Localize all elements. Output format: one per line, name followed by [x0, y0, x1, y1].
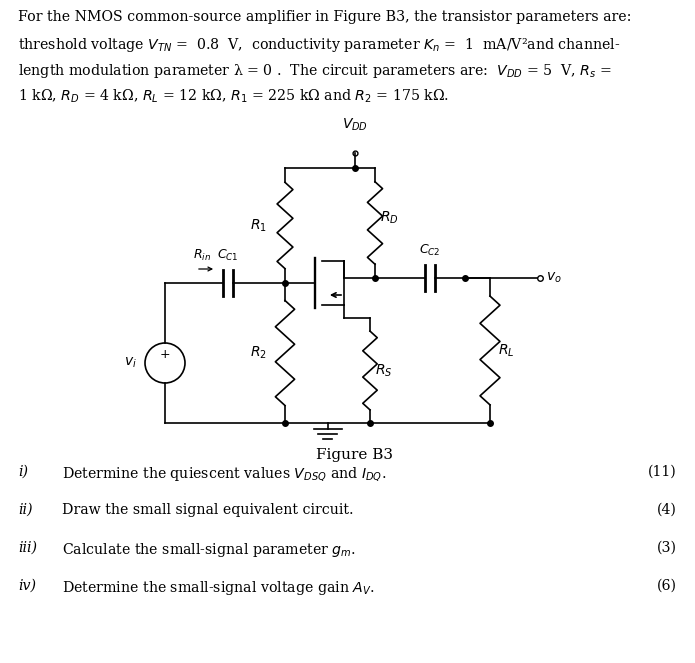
- Text: Figure B3: Figure B3: [316, 448, 393, 462]
- Text: $R_1$: $R_1$: [250, 217, 267, 233]
- Text: $V_{DD}$: $V_{DD}$: [342, 117, 368, 133]
- Text: $C_{C1}$: $C_{C1}$: [218, 248, 239, 263]
- Text: (4): (4): [657, 503, 677, 517]
- Text: +: +: [160, 349, 170, 361]
- Text: $R_L$: $R_L$: [498, 342, 514, 359]
- Text: $v_o$: $v_o$: [546, 271, 562, 285]
- Text: length modulation parameter λ = 0 .  The circuit parameters are:  $V_{DD}$ = 5  : length modulation parameter λ = 0 . The …: [18, 62, 612, 80]
- Text: ii): ii): [18, 503, 33, 517]
- Text: 1 kΩ, $R_D$ = 4 kΩ, $R_L$ = 12 kΩ, $R_1$ = 225 kΩ and $R_2$ = 175 kΩ.: 1 kΩ, $R_D$ = 4 kΩ, $R_L$ = 12 kΩ, $R_1$…: [18, 88, 449, 105]
- Text: (3): (3): [657, 541, 677, 555]
- Text: (11): (11): [648, 465, 677, 479]
- Text: Calculate the small-signal parameter $g_m$.: Calculate the small-signal parameter $g_…: [62, 541, 356, 559]
- Text: Draw the small signal equivalent circuit.: Draw the small signal equivalent circuit…: [62, 503, 354, 517]
- Text: $v_i$: $v_i$: [124, 356, 137, 370]
- Text: i): i): [18, 465, 28, 479]
- Text: iii): iii): [18, 541, 37, 555]
- Text: iv): iv): [18, 579, 36, 593]
- Text: $R_D$: $R_D$: [380, 210, 399, 226]
- Text: $R_S$: $R_S$: [375, 362, 393, 379]
- Text: Determine the quiescent values $V_{DSQ}$ and $I_{DQ}$.: Determine the quiescent values $V_{DSQ}$…: [62, 465, 386, 483]
- Text: For the NMOS common-source amplifier in Figure B3, the transistor parameters are: For the NMOS common-source amplifier in …: [18, 10, 632, 24]
- Text: Determine the small-signal voltage gain $A_V$.: Determine the small-signal voltage gain …: [62, 579, 375, 597]
- Text: threshold voltage $V_{TN}$ =  0.8  V,  conductivity parameter $K_n$ =  1  mA/V²a: threshold voltage $V_{TN}$ = 0.8 V, cond…: [18, 36, 621, 54]
- Text: (6): (6): [657, 579, 677, 593]
- Text: $C_{C2}$: $C_{C2}$: [419, 243, 441, 258]
- Text: $R_{in}$: $R_{in}$: [193, 248, 211, 263]
- Text: $R_2$: $R_2$: [250, 345, 267, 361]
